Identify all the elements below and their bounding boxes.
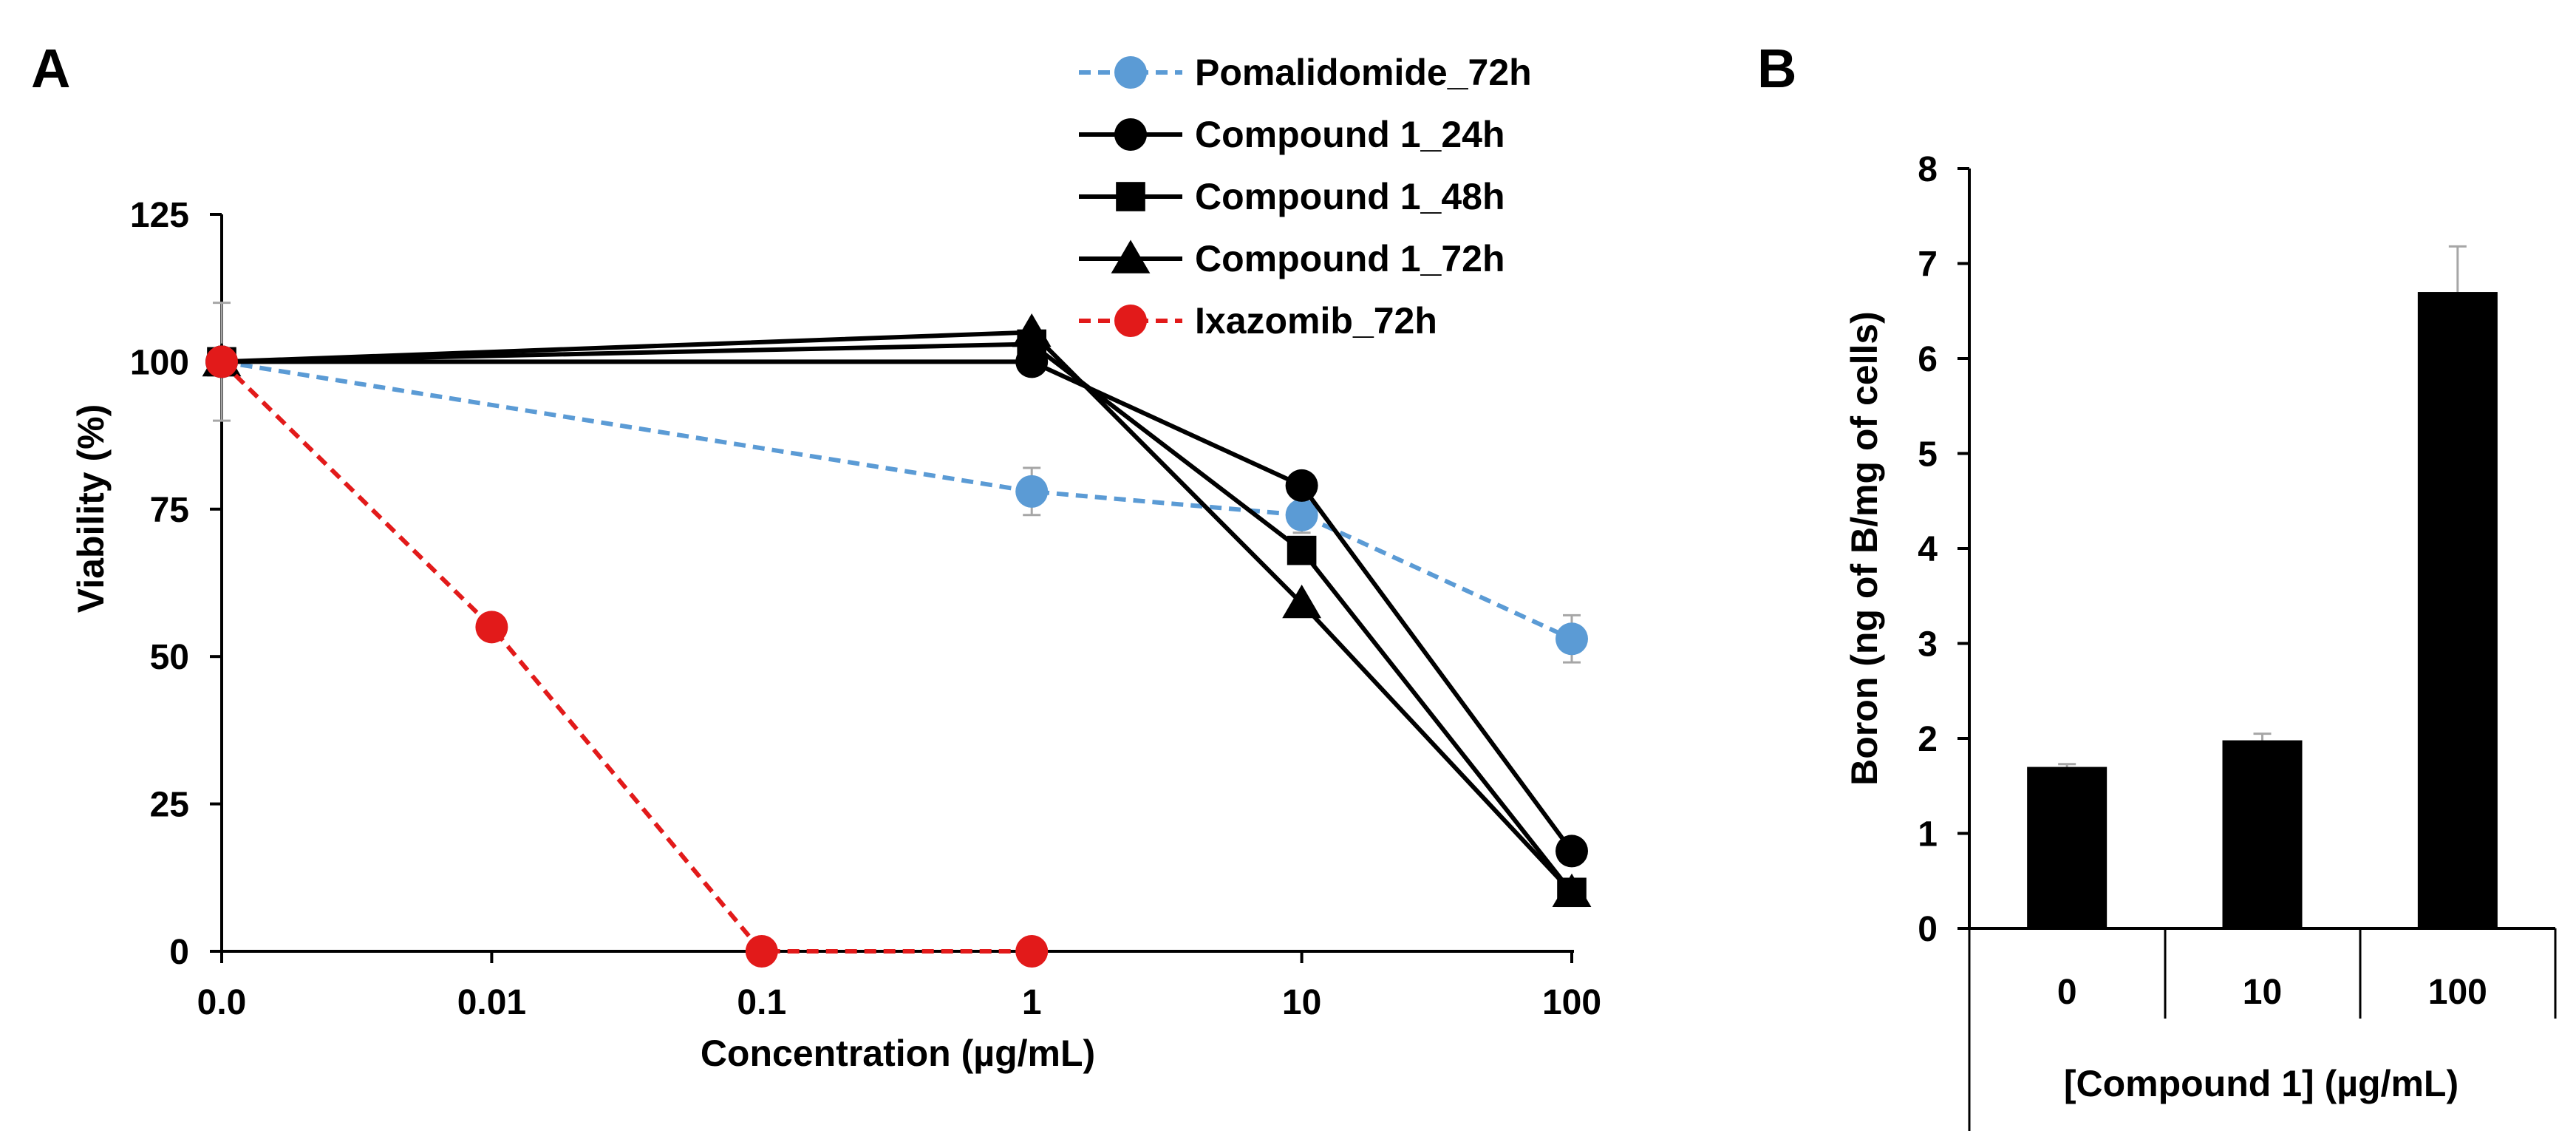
panel-a-x-tick-label: 1 bbox=[1022, 983, 1042, 1022]
data-point bbox=[1287, 535, 1317, 565]
series-line bbox=[219, 360, 1032, 954]
panel-b-y-tick-label: 7 bbox=[1918, 245, 1938, 285]
series-compound-1-24h bbox=[205, 345, 1588, 868]
panel-a-x-tick-label: 0.0 bbox=[197, 983, 247, 1022]
legend-label: Compound 1_24h bbox=[1195, 114, 1505, 155]
series-ixazomib-72h bbox=[205, 345, 1049, 968]
panel-b-label: B bbox=[1757, 38, 1796, 99]
panel-b-y-tick-label: 3 bbox=[1918, 625, 1938, 665]
legend-marker bbox=[1114, 56, 1147, 89]
legend-item: Compound 1_48h bbox=[1079, 176, 1505, 217]
data-point bbox=[475, 611, 508, 644]
panel-b-y-tick-label: 1 bbox=[1918, 815, 1938, 854]
panel-a-y-tick-label: 100 bbox=[130, 343, 189, 382]
panel-a-label: A bbox=[31, 38, 70, 99]
data-point bbox=[745, 935, 778, 968]
legend-marker bbox=[1111, 239, 1151, 273]
panel-b-y-tick-label: 4 bbox=[1918, 530, 1938, 569]
panel-b-category-label: 0 bbox=[2057, 973, 2077, 1012]
panel-a-x-tick-label: 0.01 bbox=[457, 983, 526, 1022]
data-point bbox=[1015, 475, 1049, 508]
legend-item: Compound 1_24h bbox=[1079, 114, 1505, 155]
legend-marker bbox=[1116, 182, 1145, 211]
panel-b-y-tick-label: 2 bbox=[1918, 720, 1938, 759]
data-point bbox=[1285, 469, 1318, 502]
panel-b-y-axis-title: Boron (ng of B/mg of cells) bbox=[1844, 311, 1885, 786]
data-point bbox=[1556, 622, 1588, 656]
panel-a-y-tick-label: 25 bbox=[150, 786, 189, 825]
legend-marker bbox=[1114, 118, 1147, 151]
legend-label: Ixazomib_72h bbox=[1195, 300, 1437, 341]
panel-a-y-tick-label: 75 bbox=[150, 491, 189, 530]
panel-a-y-tick-label: 0 bbox=[169, 933, 189, 972]
data-point bbox=[1552, 873, 1592, 908]
panel-a-x-tick-label: 100 bbox=[1542, 983, 1601, 1022]
panel-b-y-tick-label: 0 bbox=[1918, 910, 1938, 949]
series-compound-1-72h bbox=[202, 313, 1592, 908]
legend-label: Compound 1_48h bbox=[1195, 176, 1505, 217]
legend-label: Compound 1_72h bbox=[1195, 238, 1505, 279]
panel-b-x-axis-title: [Compound 1] (µg/mL) bbox=[2064, 1063, 2459, 1104]
bar bbox=[2027, 767, 2108, 928]
legend-item: Ixazomib_72h bbox=[1079, 300, 1437, 341]
panel-b-y-tick-label: 6 bbox=[1918, 340, 1938, 379]
data-point bbox=[1015, 935, 1049, 968]
panel-a-x-tick-label: 10 bbox=[1282, 983, 1321, 1022]
panel-b-y-tick-label: 5 bbox=[1918, 435, 1938, 475]
bar-group: 100 bbox=[2417, 245, 2498, 1012]
panel-a-x-axis-title: Concentration (µg/mL) bbox=[701, 1033, 1095, 1074]
panel-b-y-tick-label: 8 bbox=[1918, 150, 1938, 189]
panel-a-y-tick-label: 50 bbox=[150, 638, 189, 677]
series-line bbox=[221, 330, 1574, 894]
panel-a-x-tick-label: 0.1 bbox=[737, 983, 786, 1022]
data-point bbox=[1556, 835, 1588, 868]
series-line bbox=[221, 359, 1573, 641]
series-line bbox=[221, 341, 1574, 894]
data-point bbox=[1012, 313, 1052, 347]
data-point bbox=[1282, 584, 1321, 619]
data-point bbox=[205, 345, 238, 378]
legend-label: Pomalidomide_72h bbox=[1195, 52, 1532, 93]
legend-item: Compound 1_72h bbox=[1079, 238, 1505, 279]
bar-group: 0 bbox=[2027, 763, 2108, 1012]
panel-a-y-axis-title: Viability (%) bbox=[70, 404, 112, 613]
bar bbox=[2222, 740, 2303, 928]
panel-b-category-label: 100 bbox=[2428, 973, 2487, 1012]
panel-b-category-label: 10 bbox=[2243, 973, 2282, 1012]
bar-group: 10 bbox=[2222, 733, 2303, 1012]
series-line bbox=[222, 359, 1574, 853]
bar bbox=[2417, 292, 2498, 928]
legend-marker bbox=[1114, 305, 1147, 337]
series-pomalidomide-72h bbox=[205, 302, 1588, 664]
panel-a-y-tick-label: 125 bbox=[130, 196, 189, 235]
data-point bbox=[1285, 498, 1318, 531]
series-compound-1-48h bbox=[207, 329, 1587, 908]
panel-a-legend: Pomalidomide_72h Compound 1_24h Compound 1… bbox=[1079, 52, 1532, 341]
legend-item: Pomalidomide_72h bbox=[1079, 52, 1532, 93]
